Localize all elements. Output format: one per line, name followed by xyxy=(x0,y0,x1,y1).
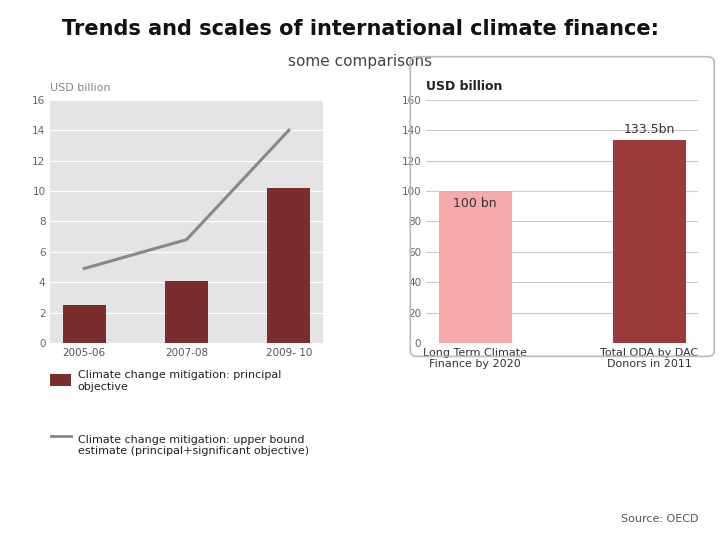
Bar xyxy=(63,305,106,343)
Bar xyxy=(613,140,686,343)
Text: 100 bn: 100 bn xyxy=(454,197,497,210)
Text: Source: OECD: Source: OECD xyxy=(621,514,698,524)
Text: 133.5bn: 133.5bn xyxy=(624,123,675,137)
Bar xyxy=(267,188,310,343)
Text: USD billion: USD billion xyxy=(426,79,503,93)
Text: some comparisons: some comparisons xyxy=(288,54,432,69)
Text: Climate change mitigation: upper bound
estimate (principal+significant objective: Climate change mitigation: upper bound e… xyxy=(78,435,309,456)
Bar xyxy=(165,281,208,343)
Text: Trends and scales of international climate finance:: Trends and scales of international clima… xyxy=(61,19,659,39)
Text: USD billion: USD billion xyxy=(50,83,111,93)
Text: Climate change mitigation: principal
objective: Climate change mitigation: principal obj… xyxy=(78,370,281,392)
Bar xyxy=(438,191,512,343)
